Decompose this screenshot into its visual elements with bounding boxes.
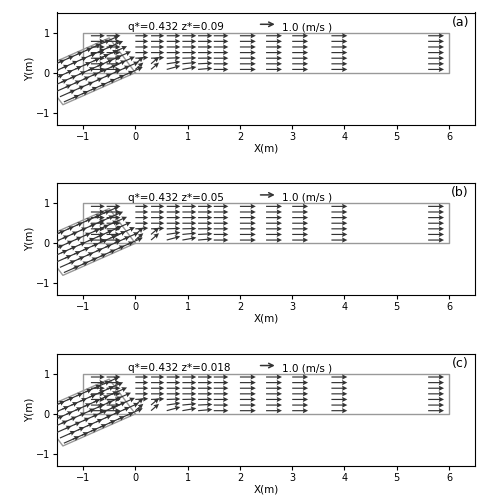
Text: q*=0.432 z*=0.09: q*=0.432 z*=0.09 xyxy=(128,22,224,32)
Text: 1.0 (m/s ): 1.0 (m/s ) xyxy=(282,22,332,32)
Text: 1.0 (m/s ): 1.0 (m/s ) xyxy=(282,364,332,374)
Text: (c): (c) xyxy=(452,357,469,370)
Text: 1.0 (m/s ): 1.0 (m/s ) xyxy=(282,192,332,202)
X-axis label: X(m): X(m) xyxy=(253,314,279,324)
Y-axis label: Y(m): Y(m) xyxy=(24,56,34,81)
X-axis label: X(m): X(m) xyxy=(253,143,279,153)
Text: (b): (b) xyxy=(451,186,469,200)
X-axis label: X(m): X(m) xyxy=(253,484,279,494)
Text: q*=0.432 z*=0.05: q*=0.432 z*=0.05 xyxy=(128,192,224,202)
Text: q*=0.432 z*=0.018: q*=0.432 z*=0.018 xyxy=(128,364,231,374)
Y-axis label: Y(m): Y(m) xyxy=(24,227,34,252)
Text: (a): (a) xyxy=(451,16,469,29)
Y-axis label: Y(m): Y(m) xyxy=(24,398,34,422)
